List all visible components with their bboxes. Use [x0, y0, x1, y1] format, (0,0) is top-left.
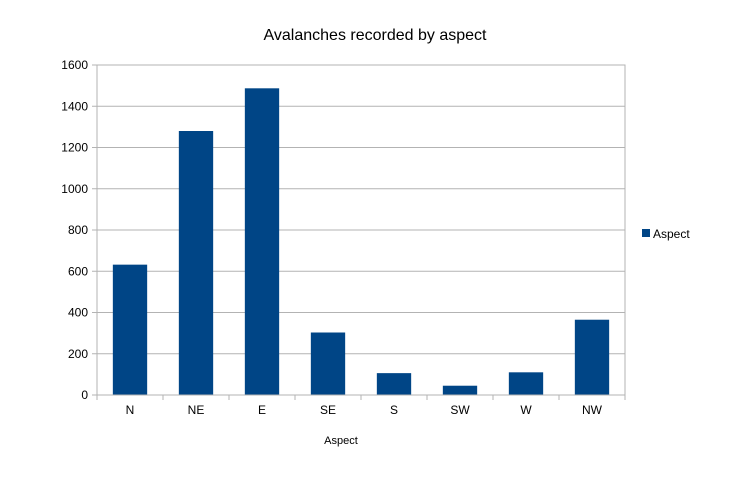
bar-n [112, 264, 148, 395]
x-tick-label: S [390, 403, 398, 417]
x-tick-label: SE [320, 403, 336, 417]
bar-w [508, 372, 544, 395]
x-axis-label: Aspect [324, 435, 358, 447]
bar-e [244, 88, 280, 396]
x-tick-label: W [520, 403, 532, 417]
y-axis-ticks: 0 200 400 600 800 1000 1200 1400 1600 [61, 58, 97, 402]
y-tick-label: 800 [68, 223, 88, 237]
gridlines [97, 64, 625, 396]
y-tick-label: 1200 [61, 141, 88, 155]
bar-sw [442, 385, 478, 395]
legend-label: Aspect [653, 227, 690, 241]
x-tick-label: NW [582, 403, 603, 417]
y-tick-label: 600 [68, 264, 88, 278]
bar-nw [574, 319, 610, 395]
y-tick-label: 200 [68, 347, 88, 361]
legend: Aspect [642, 227, 690, 241]
chart-title: Avalanches recorded by aspect [264, 27, 488, 44]
x-tick-label: NE [188, 403, 205, 417]
x-tick-label: SW [450, 403, 470, 417]
plot-frame [96, 64, 626, 396]
x-tick-label: N [126, 403, 135, 417]
x-axis-ticks: N NE E SE S SW W NW [96, 395, 626, 417]
bar-se [310, 332, 346, 395]
y-tick-label: 0 [81, 388, 88, 402]
bar-ne [178, 131, 214, 395]
bar-s [376, 373, 412, 395]
bars [112, 88, 610, 396]
y-tick-label: 1600 [61, 58, 88, 72]
y-tick-label: 1000 [61, 182, 88, 196]
x-tick-label: E [258, 403, 266, 417]
y-tick-label: 1400 [61, 99, 88, 113]
y-tick-label: 400 [68, 306, 88, 320]
legend-swatch [642, 229, 650, 237]
